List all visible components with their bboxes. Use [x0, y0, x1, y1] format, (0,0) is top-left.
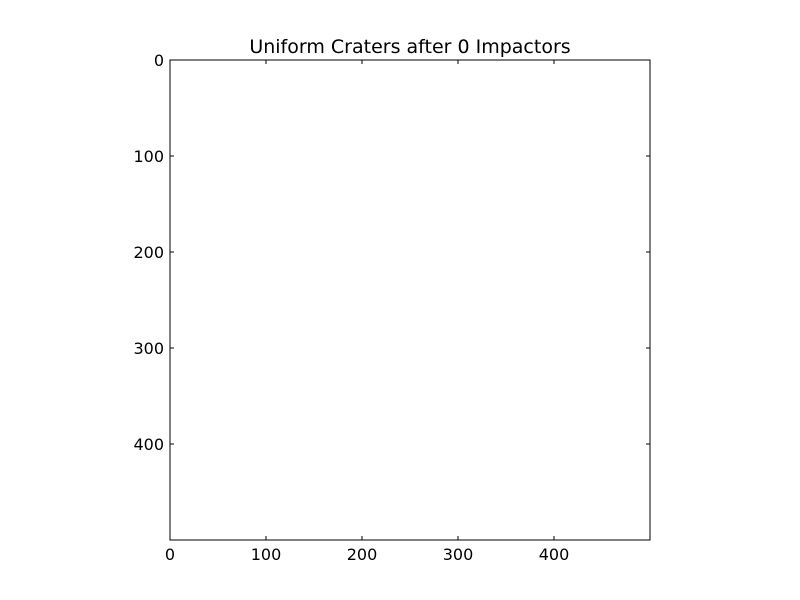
y-tick-label: 200: [133, 243, 164, 262]
y-tick-label: 400: [133, 435, 164, 454]
y-tick-label: 100: [133, 147, 164, 166]
x-tick-label: 400: [539, 545, 570, 564]
plot-area: [169, 59, 651, 541]
x-tick-label: 300: [443, 545, 474, 564]
y-axis-ticks: 0 100 200 300 400: [133, 51, 650, 454]
x-tick-label: 200: [347, 545, 378, 564]
chart-title: Uniform Craters after 0 Impactors: [249, 36, 570, 58]
y-tick-label: 0: [154, 51, 164, 70]
x-axis-ticks: 0 100 200 300 400: [165, 60, 569, 564]
x-tick-label: 100: [251, 545, 282, 564]
y-tick-label: 300: [133, 339, 164, 358]
x-tick-label: 0: [165, 545, 175, 564]
